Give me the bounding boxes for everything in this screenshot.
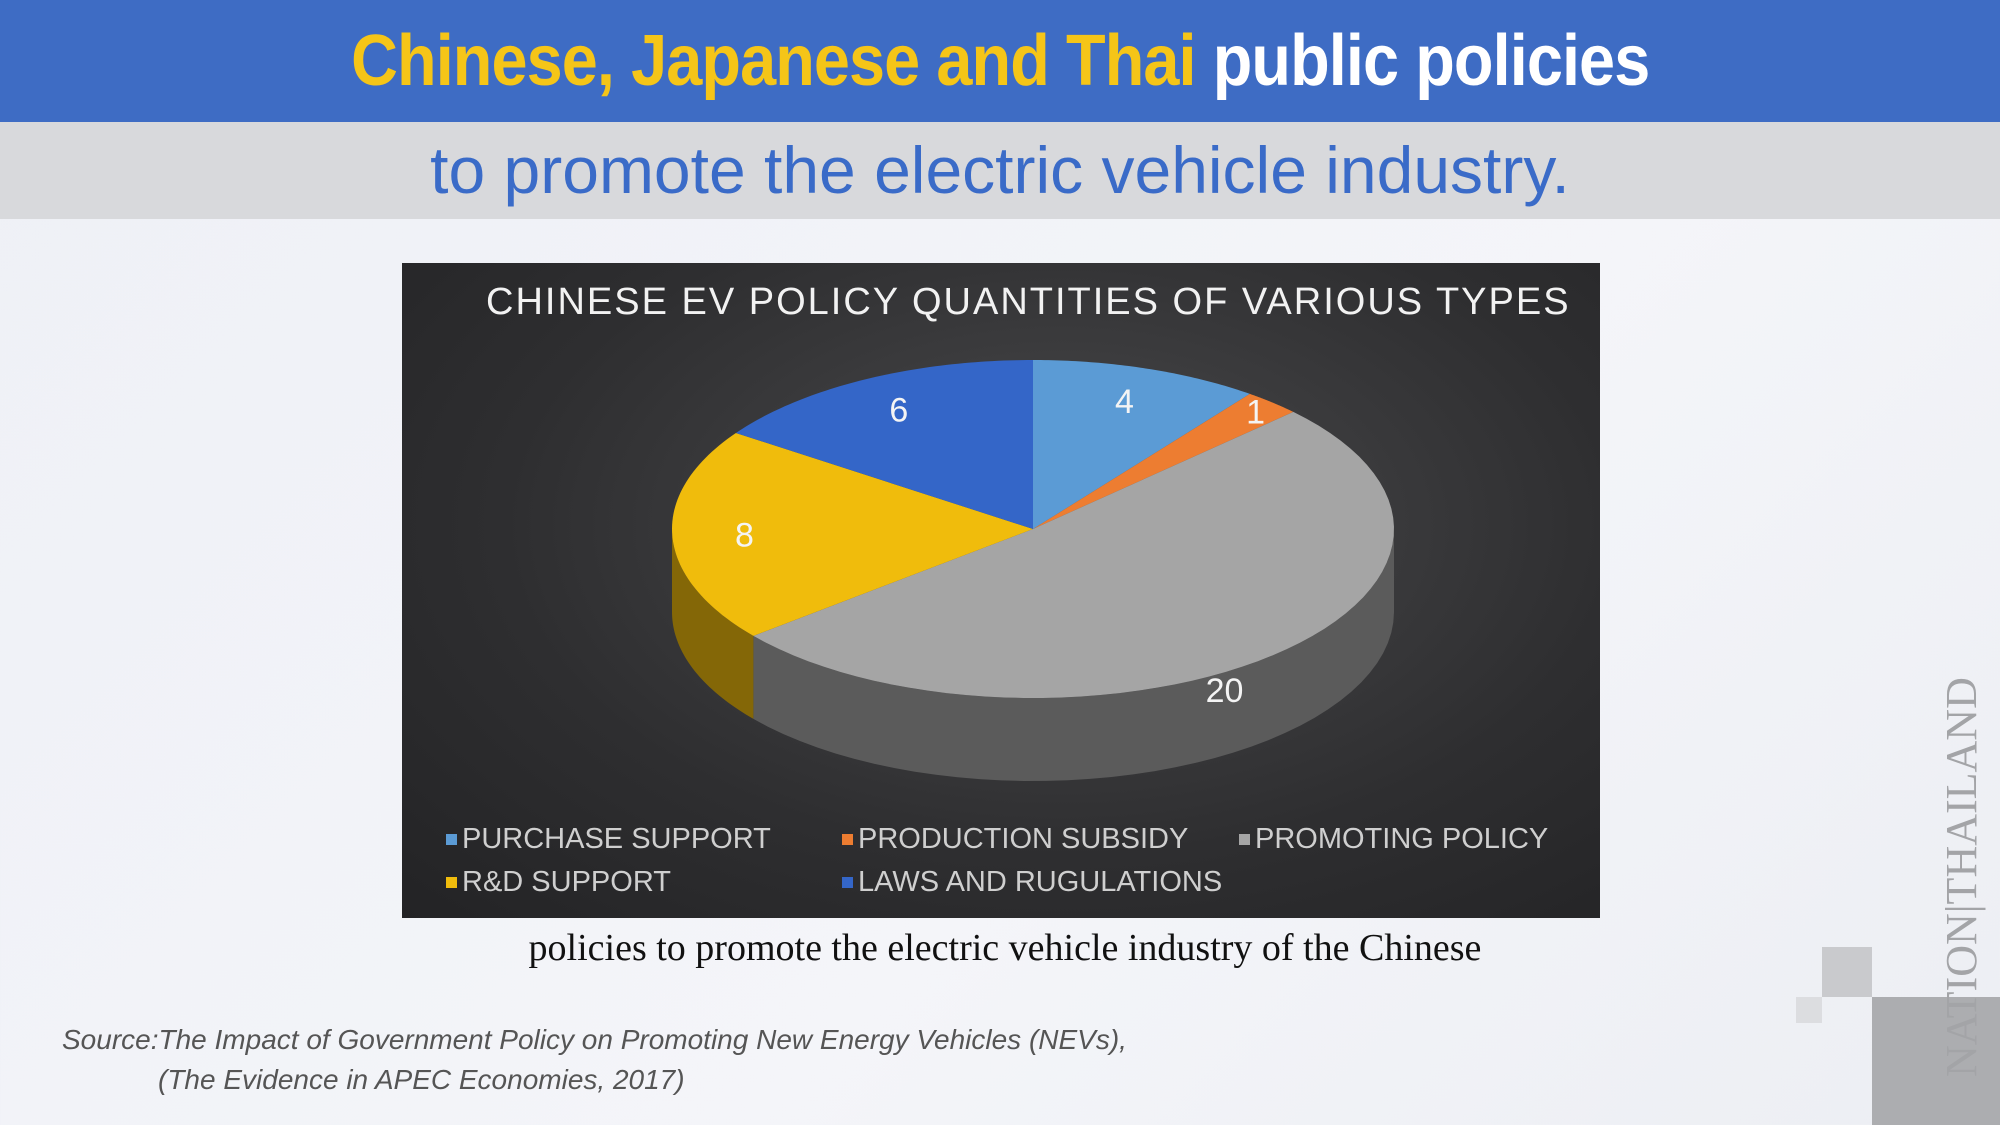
data-label-2: 20 (1206, 672, 1244, 710)
subtitle: to promote the electric vehicle industry… (0, 122, 2000, 219)
logo-block (1872, 997, 2000, 1125)
pie-slice-3 (672, 432, 1033, 636)
logo-square-small (1796, 997, 1822, 1023)
legend-label: R&D SUPPORT (462, 866, 671, 898)
legend-swatch (1239, 834, 1250, 845)
pie-slice-1 (1033, 393, 1294, 529)
legend-label: PROMOTING POLICY (1255, 823, 1549, 855)
data-label-3: 8 (735, 516, 754, 554)
title: Chinese, Japanese and Thai public polici… (350, 0, 1650, 122)
header-banner: Chinese, Japanese and Thai public polici… (0, 0, 2000, 122)
pie-side-3 (672, 529, 754, 719)
data-label-1: 1 (1246, 393, 1265, 431)
source-line-2: (The Evidence in APEC Economies, 2017) (158, 1064, 685, 1095)
legend-swatch (446, 877, 457, 888)
pie-side-2 (753, 529, 1394, 781)
data-label-0: 4 (1115, 383, 1134, 421)
data-label-4: 6 (889, 391, 908, 429)
title-rest: public policies (1212, 21, 1650, 101)
caption: policies to promote the electric vehicle… (528, 927, 1482, 969)
legend-label: PRODUCTION SUBSIDY (858, 823, 1189, 855)
pie-slice-2 (753, 411, 1394, 698)
logo-square (1822, 947, 1872, 997)
legend-swatch (842, 877, 853, 888)
pie-slice-0 (1033, 360, 1250, 529)
legend-label: LAWS AND RUGULATIONS (858, 866, 1223, 898)
pie-slice-4 (735, 360, 1033, 529)
chart-title: CHINESE EV POLICY QUANTITIES OF VARIOUS … (486, 281, 1571, 323)
nation-thailand-logo: NATION|THAILAND (1937, 677, 1986, 1077)
legend-swatch (446, 834, 457, 845)
source-line-1: Source:The Impact of Government Policy o… (62, 1024, 1127, 1055)
legend-item: PROMOTING POLICY (1239, 823, 1548, 856)
title-highlight: Chinese, Japanese and Thai (350, 21, 1196, 101)
pie-chart: 4 1 20 8 6 CHINESE EV POLICY QUANTITIES OF V… (402, 263, 1600, 918)
legend-item: R&D SUPPORT (446, 866, 671, 899)
legend-swatch (842, 834, 853, 845)
legend-item: LAWS AND RUGULATIONS (842, 866, 1222, 899)
legend-item: PURCHASE SUPPORT (446, 823, 771, 856)
pie-svg: 4 1 20 8 6 (672, 360, 1394, 781)
legend-item: PRODUCTION SUBSIDY (842, 823, 1188, 856)
legend-label: PURCHASE SUPPORT (462, 823, 771, 855)
